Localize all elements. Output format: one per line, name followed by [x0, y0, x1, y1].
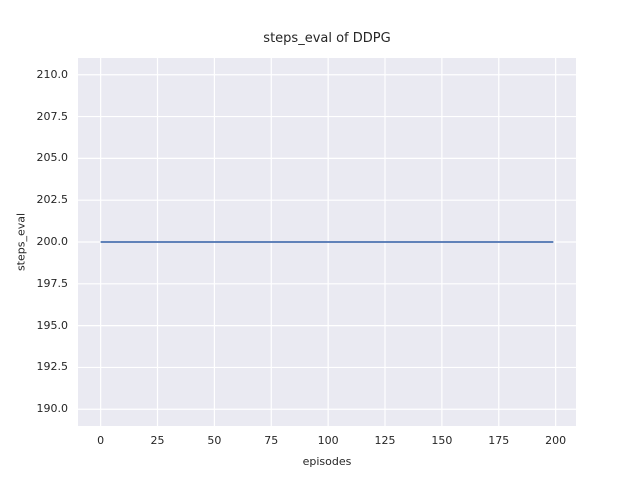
plot-svg [78, 58, 576, 426]
x-axis-label: episodes [302, 455, 352, 468]
x-tick-label: 200 [545, 434, 567, 447]
x-tick-label: 150 [431, 434, 453, 447]
x-tick-label: 75 [264, 434, 279, 447]
x-tick-label: 50 [207, 434, 222, 447]
y-tick-label: 200.0 [36, 235, 69, 248]
chart-title: steps_eval of DDPG [263, 31, 391, 46]
y-tick-label: 207.5 [36, 109, 69, 123]
x-tick-label: 100 [317, 434, 339, 447]
y-tick-label: 205.0 [36, 151, 69, 165]
x-tick-label: 0 [97, 434, 105, 447]
x-tick-label: 125 [374, 434, 396, 447]
x-tick-label: 175 [488, 434, 510, 447]
y-tick-label: 210.0 [36, 67, 69, 81]
y-tick-label: 202.5 [36, 193, 69, 207]
x-tick-label: 25 [150, 434, 165, 447]
y-tick-label: 190.0 [36, 402, 69, 416]
y-tick-label: 195.0 [36, 318, 69, 332]
y-tick-label: 197.5 [36, 276, 69, 290]
plot-area [78, 58, 576, 426]
y-tick-label: 192.5 [36, 360, 69, 374]
